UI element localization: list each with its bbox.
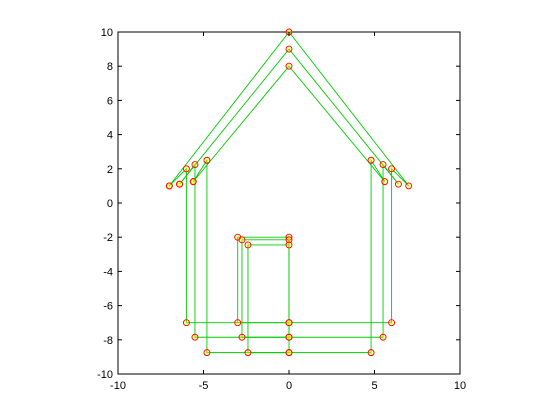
series-layer xyxy=(168,31,410,354)
x-tick-label: 5 xyxy=(371,380,377,392)
x-tick-label: -10 xyxy=(110,380,126,392)
y-tick-label: 0 xyxy=(107,198,113,210)
series-3-door-point xyxy=(285,241,293,249)
series-3-door-point xyxy=(285,349,293,357)
series-3-outline-point xyxy=(367,156,375,164)
series-3-outline-point xyxy=(285,62,293,70)
series-1-outline-point xyxy=(182,319,190,327)
series-2-outline-point xyxy=(176,180,184,188)
x-tick-label: 10 xyxy=(454,380,466,392)
series-3-door-line xyxy=(247,244,290,354)
x-tick-label: -5 xyxy=(199,380,209,392)
series-3-door-point xyxy=(244,349,252,357)
series-1-door-point xyxy=(285,319,293,327)
series-2-door-point xyxy=(238,236,246,244)
y-tick-label: -10 xyxy=(97,369,113,381)
series-2-door-point xyxy=(238,333,246,341)
series-2-door-point xyxy=(285,333,293,341)
y-tick-label: -8 xyxy=(103,335,113,347)
series-1-door-point xyxy=(234,319,242,327)
y-tick-label: 8 xyxy=(107,61,113,73)
series-1-outline-point xyxy=(388,165,396,173)
series-1-outline-line xyxy=(168,31,410,324)
y-tick-label: -4 xyxy=(103,266,113,278)
series-2-outline-point xyxy=(285,45,293,53)
series-3-door-point xyxy=(244,241,252,249)
marker-layer xyxy=(165,28,413,357)
series-3-outline-point xyxy=(203,156,211,164)
y-tick-label: -2 xyxy=(103,232,113,244)
series-1-outline-point xyxy=(165,182,173,190)
y-tick-label: 2 xyxy=(107,164,113,176)
y-tick-label: 10 xyxy=(101,27,113,39)
series-3-outline-point xyxy=(189,178,197,186)
series-3-outline-point xyxy=(203,349,211,357)
series-2-door-point xyxy=(285,236,293,244)
series-2-outline-point xyxy=(394,180,402,188)
series-1-outline-point xyxy=(388,319,396,327)
axis-layer: -10 -5 0 5 10 -10 -8 -6 -4 -2 0 2 4 6 8 10 xyxy=(97,27,466,392)
series-3-outline-point xyxy=(367,349,375,357)
series-2-outline-point xyxy=(191,333,199,341)
y-tick-label: 4 xyxy=(107,130,113,142)
series-3-outline-point xyxy=(381,178,389,186)
series-1-outline-point xyxy=(405,182,413,190)
series-2-outline-line xyxy=(179,48,399,338)
series-2-outline-point xyxy=(379,333,387,341)
series-2-outline-point xyxy=(191,161,199,168)
y-tick-label: 6 xyxy=(107,95,113,107)
series-1-outline-point xyxy=(182,165,190,173)
x-tick-label: 0 xyxy=(286,380,292,392)
series-2-outline-point xyxy=(379,161,387,168)
y-tick-label: -6 xyxy=(103,301,113,313)
series-3-outline-line xyxy=(192,65,386,354)
